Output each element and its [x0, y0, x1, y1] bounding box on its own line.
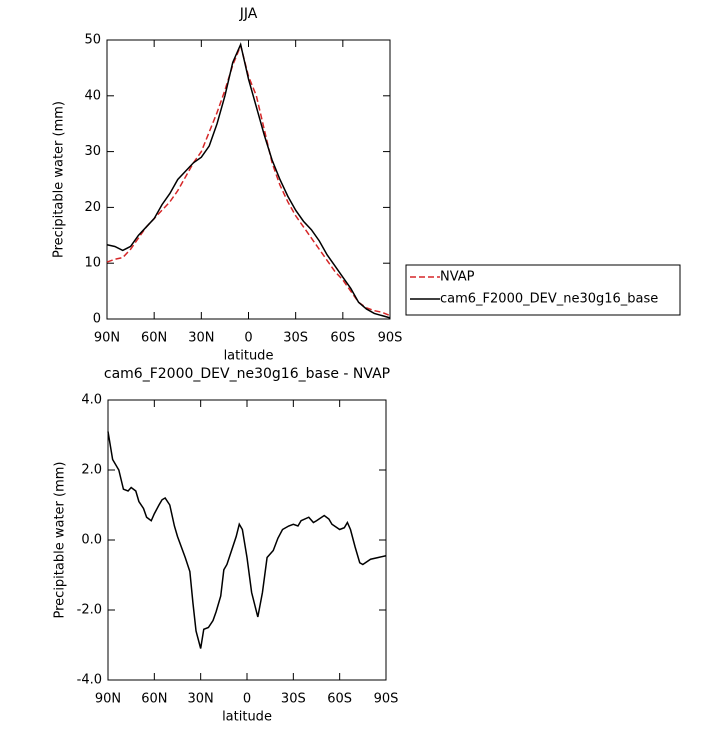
x-tick-label: 90N — [94, 331, 120, 346]
data-line — [107, 431, 387, 649]
y-axis-label: Precipitable water (mm) — [53, 462, 68, 619]
y-tick-label: -2.0 — [77, 603, 102, 618]
data-line — [106, 42, 391, 319]
x-tick-label: 0 — [244, 331, 252, 346]
x-tick-label: 30S — [283, 331, 308, 346]
legend-box — [405, 264, 681, 316]
x-tick-label: 0 — [243, 692, 251, 707]
y-tick-label: 0 — [93, 312, 101, 327]
x-tick-label: 30N — [188, 331, 214, 346]
y-tick-label: 10 — [84, 256, 101, 271]
y-tick-label: 0.0 — [81, 533, 102, 548]
legend-label: NVAP — [440, 270, 475, 285]
x-tick-label: 60S — [327, 692, 352, 707]
x-tick-label: 90S — [378, 331, 403, 346]
chart-title: cam6_F2000_DEV_ne30g16_base - NVAP — [104, 366, 390, 382]
x-tick-label: 60N — [141, 692, 167, 707]
x-tick-label: 30N — [188, 692, 214, 707]
x-tick-label: 90S — [374, 692, 399, 707]
plot-frame — [107, 399, 387, 681]
y-tick-label: 30 — [84, 144, 101, 159]
y-tick-label: 50 — [84, 33, 101, 48]
y-tick-label: 4.0 — [81, 393, 102, 408]
data-line — [106, 43, 391, 317]
x-tick-label: 90N — [95, 692, 121, 707]
x-axis-label: latitude — [224, 349, 274, 364]
y-axis-label: Precipitable water (mm) — [52, 101, 67, 258]
y-tick-label: 2.0 — [81, 463, 102, 478]
chart-title: JJA — [239, 6, 258, 22]
plot-frame — [106, 39, 391, 320]
x-tick-label: 30S — [281, 692, 306, 707]
legend-label: cam6_F2000_DEV_ne30g16_base — [440, 292, 658, 307]
x-tick-label: 60S — [330, 331, 355, 346]
y-tick-label: 20 — [84, 200, 101, 215]
y-tick-label: -4.0 — [77, 673, 102, 688]
y-tick-label: 40 — [84, 88, 101, 103]
x-tick-label: 60N — [141, 331, 167, 346]
x-axis-label: latitude — [222, 710, 272, 725]
